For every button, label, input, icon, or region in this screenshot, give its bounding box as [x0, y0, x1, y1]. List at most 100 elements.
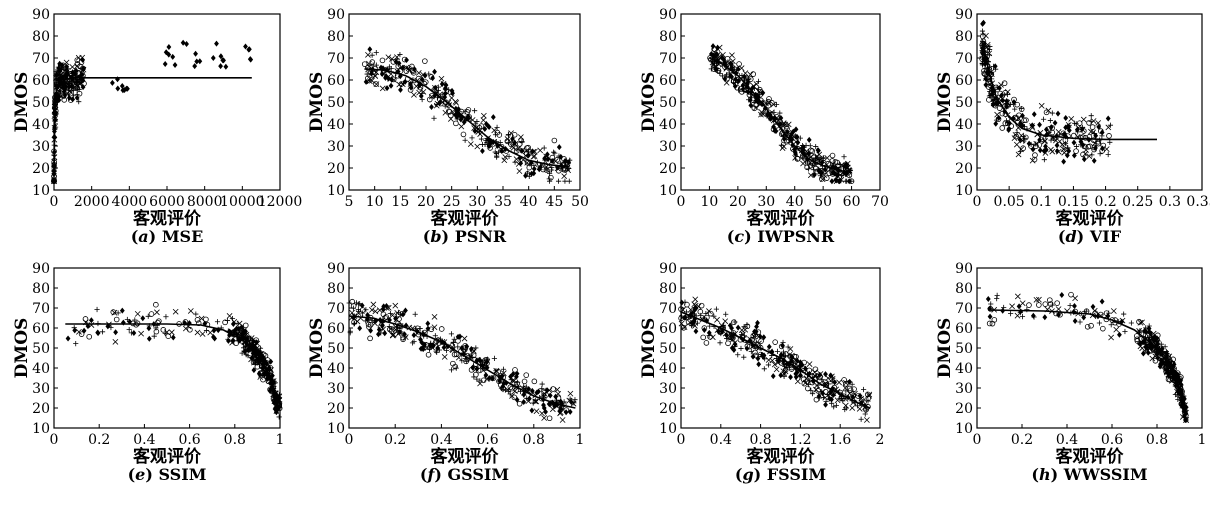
- panel-c-point: [795, 155, 801, 162]
- panel-a-caption: (a) MSE: [131, 227, 204, 246]
- panel-e-point: [95, 330, 101, 337]
- panel-f-point: [433, 348, 439, 354]
- panel-d-point: [1013, 141, 1020, 148]
- panel-f-point: [414, 325, 421, 332]
- panel-g-point: [847, 378, 853, 385]
- panel-b-point: [523, 147, 530, 154]
- panel-c-point: [736, 61, 742, 67]
- panel-c-ytick-label: 40: [659, 117, 677, 133]
- panel-f-point: [418, 345, 424, 352]
- panel-d-point: [1055, 129, 1062, 135]
- panel-b-point: [546, 176, 552, 182]
- panel-d-point: [1020, 133, 1027, 140]
- panel-e-point: [148, 311, 155, 317]
- panel-h-point: [1137, 343, 1144, 350]
- panel-b-point: [411, 91, 417, 98]
- panel-e-point: [243, 349, 249, 355]
- panel-b-point: [494, 124, 500, 130]
- panel-d-point: [1018, 106, 1025, 112]
- panel-f-point: [378, 330, 384, 336]
- panel-d-point: [1047, 117, 1053, 124]
- panel-a-point: [53, 68, 59, 75]
- panel-b-point: [397, 51, 403, 58]
- panel-f-point: [512, 367, 518, 373]
- panel-d-point: [1003, 101, 1009, 107]
- panel-b-point: [451, 109, 458, 116]
- panel-e-point: [276, 414, 282, 420]
- panel-d-ytick-label: 20: [955, 161, 973, 177]
- panel-h-point: [1030, 312, 1036, 319]
- panel-f-point: [477, 378, 483, 384]
- panel-f-point: [365, 312, 370, 319]
- panel-d-point: [1080, 142, 1086, 149]
- panel-f-point: [402, 334, 408, 340]
- panel-h-xlabel: 客观评价: [1055, 446, 1125, 467]
- panel-e-point: [240, 345, 247, 351]
- panel-g-point: [755, 319, 760, 326]
- panel-b-point: [508, 141, 514, 148]
- panel-f-point: [473, 345, 479, 351]
- panel-g-point: [698, 312, 704, 319]
- panel-a-fit-curve: [53, 77, 252, 177]
- panel-a-point: [214, 40, 219, 47]
- panel-c-point: [816, 151, 823, 158]
- panel-b-point: [409, 80, 415, 86]
- panel-h-point: [1171, 361, 1177, 368]
- panel-b-point: [483, 121, 489, 128]
- panel-f-point: [513, 373, 519, 380]
- panel-b-point: [491, 127, 498, 134]
- panel-h-xtick-label: 0: [973, 432, 982, 448]
- panel-a-point: [80, 77, 86, 84]
- panel-f-point: [476, 356, 482, 363]
- panel-b-point: [555, 178, 562, 184]
- panel-c-point: [771, 123, 776, 130]
- panel-f-point: [509, 393, 515, 399]
- panel-e-point: [233, 340, 240, 346]
- panel-d-point: [1071, 132, 1077, 139]
- panel-g-point: [738, 327, 745, 333]
- panel-c-point: [713, 66, 719, 73]
- panel-h-point: [1128, 320, 1134, 326]
- panel-g-point: [765, 362, 771, 368]
- panel-f-point: [500, 386, 506, 393]
- panel-c-point: [811, 154, 817, 161]
- panel-d-point: [996, 114, 1002, 121]
- panel-g-point: [701, 326, 707, 333]
- panel-h-point: [1122, 328, 1128, 335]
- panel-d-point: [999, 110, 1006, 117]
- panel-a-point: [76, 99, 82, 105]
- panel-h-point: [1158, 345, 1165, 352]
- panel-g-point: [794, 369, 800, 376]
- panel-h-point: [1143, 330, 1149, 336]
- panel-e-point: [226, 337, 231, 344]
- panel-b-point: [462, 109, 468, 115]
- panel-h-point: [1014, 293, 1021, 300]
- panel-g-point: [714, 316, 720, 323]
- panel-c-point: [818, 167, 825, 174]
- panel-g-point: [855, 393, 861, 399]
- panel-d-point: [1043, 143, 1048, 150]
- panel-d-ytick-label: 50: [955, 95, 973, 111]
- panel-b-point: [551, 137, 558, 144]
- panel-b-point: [508, 130, 514, 137]
- panel-f-point: [347, 328, 353, 334]
- panel-h-point: [985, 296, 991, 303]
- panel-g-point: [697, 308, 704, 315]
- panel-e-ylabel: DMOS: [12, 318, 32, 379]
- panel-g-point: [860, 386, 867, 393]
- panel-b-point: [373, 50, 379, 56]
- panel-c-xtick-label: 70: [871, 194, 889, 210]
- panel-b-point: [415, 70, 422, 76]
- panel-c-point: [730, 78, 737, 85]
- panel-c-point: [777, 118, 783, 125]
- panel-g-point: [829, 400, 835, 406]
- panel-b-point: [480, 147, 485, 154]
- panel-e-point: [235, 320, 241, 326]
- panel-g-point: [865, 398, 871, 404]
- panel-e-point: [151, 333, 157, 339]
- panel-d-point: [1020, 145, 1026, 152]
- panel-a-ytick-label: 60: [32, 73, 50, 89]
- panel-a-point: [193, 50, 198, 57]
- panel-f-point: [521, 398, 527, 405]
- panel-d-point: [1017, 136, 1023, 143]
